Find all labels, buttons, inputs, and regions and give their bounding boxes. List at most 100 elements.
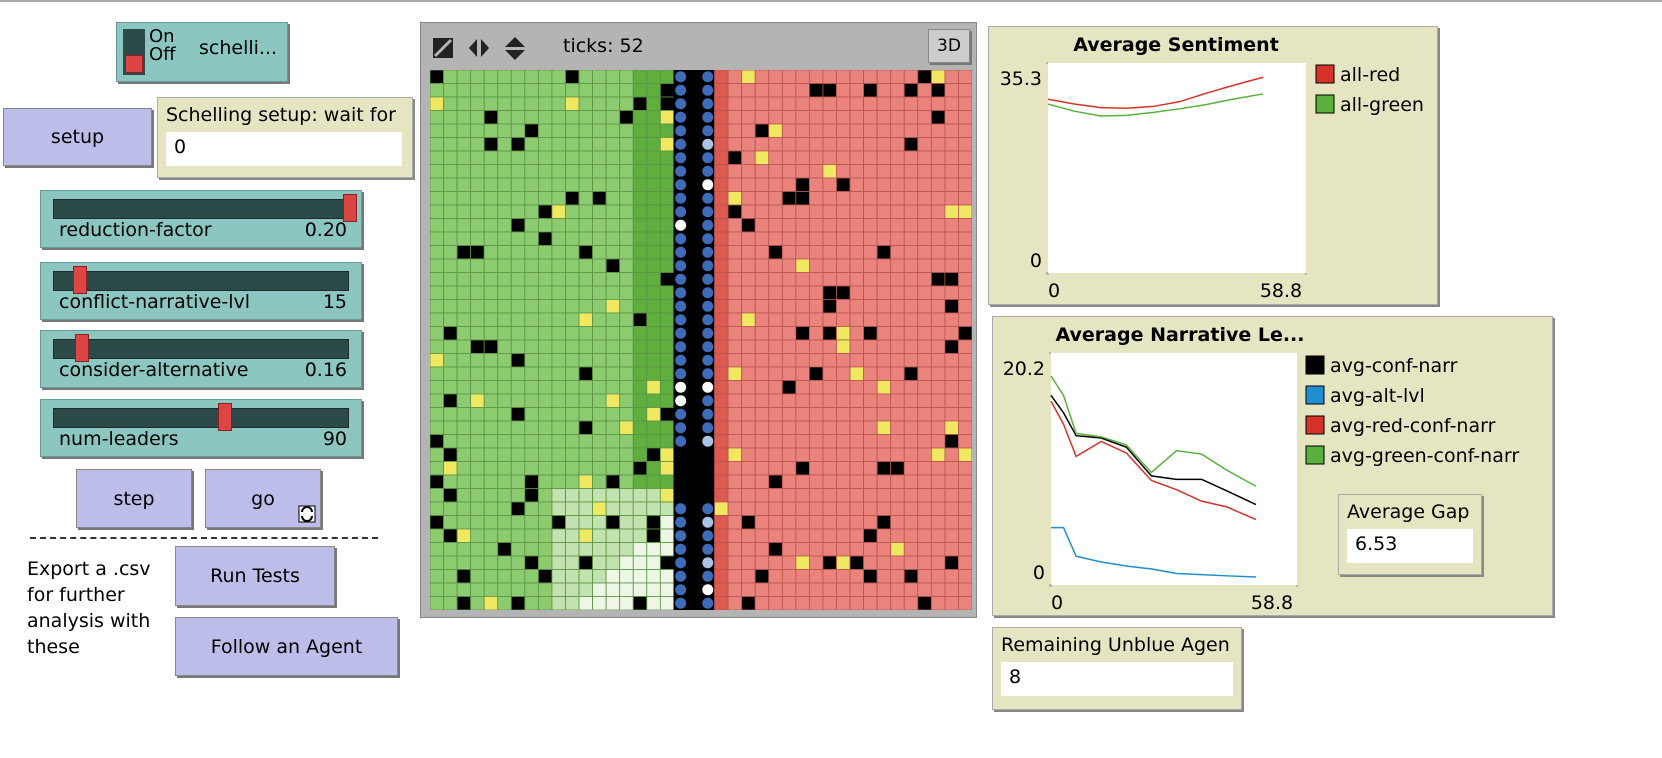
patch <box>863 461 878 476</box>
follow-button[interactable]: Follow an Agent <box>175 617 398 676</box>
patch <box>727 110 743 125</box>
patch <box>565 501 580 516</box>
patch <box>741 542 756 557</box>
patch <box>430 96 444 111</box>
patch <box>430 447 444 462</box>
run-tests-button[interactable]: Run Tests <box>175 546 335 606</box>
agent <box>675 260 687 272</box>
patch <box>727 326 743 341</box>
patch <box>430 474 444 489</box>
slider-knob <box>218 403 232 431</box>
patch <box>443 434 458 449</box>
patch <box>849 191 864 206</box>
patch <box>917 258 932 273</box>
setup-button[interactable]: setup <box>3 108 152 166</box>
patch <box>470 191 485 206</box>
patch <box>578 447 594 462</box>
monitor-value: 0 <box>166 132 402 166</box>
x-tick-label: 58.8 <box>1260 280 1302 302</box>
patch <box>700 447 715 462</box>
patch <box>430 501 444 516</box>
patch <box>863 596 878 610</box>
patch <box>456 258 472 273</box>
slider[interactable]: consider-alternative 0.16 <box>40 330 362 388</box>
patch <box>754 420 770 435</box>
patch <box>822 218 837 233</box>
patch <box>958 339 972 354</box>
patch <box>903 123 919 138</box>
patch <box>659 461 675 476</box>
patch <box>903 542 919 557</box>
patch <box>958 528 972 543</box>
patch <box>714 70 729 84</box>
patch <box>836 231 851 246</box>
patch <box>659 164 675 179</box>
patch <box>430 353 444 368</box>
slider[interactable]: conflict-narrative-lvl 15 <box>40 262 362 320</box>
patch <box>578 150 594 165</box>
patch <box>551 110 566 125</box>
patch <box>714 110 729 125</box>
patch <box>470 272 485 287</box>
switch[interactable]: On Off schelli... <box>116 22 288 82</box>
slider[interactable]: reduction-factor 0.20 <box>40 190 362 248</box>
patch <box>795 272 810 287</box>
patch <box>863 434 878 449</box>
patch <box>768 582 783 597</box>
patch <box>497 447 512 462</box>
patch <box>687 177 702 192</box>
patch <box>714 150 729 165</box>
slider[interactable]: num-leaders 90 <box>40 399 362 457</box>
x-tick-label: 0 <box>1051 592 1063 614</box>
patch <box>565 542 580 557</box>
patch <box>822 123 837 138</box>
agent <box>702 597 714 609</box>
patch <box>646 70 661 84</box>
patch <box>768 70 783 84</box>
agent <box>675 314 687 326</box>
patch <box>456 515 472 530</box>
patch <box>808 366 824 381</box>
patch <box>849 393 864 408</box>
patch <box>741 204 756 219</box>
patch <box>795 245 810 260</box>
patch <box>768 353 783 368</box>
patch <box>430 258 444 273</box>
patch <box>497 326 512 341</box>
patch <box>470 366 485 381</box>
patch <box>714 501 729 516</box>
patch <box>822 474 837 489</box>
patch <box>565 407 580 422</box>
patch <box>430 515 444 530</box>
patch <box>456 582 472 597</box>
patch <box>632 434 648 449</box>
patch <box>795 542 810 557</box>
step-button[interactable]: step <box>76 469 192 528</box>
patch <box>483 272 499 287</box>
patch <box>754 339 770 354</box>
patch <box>754 150 770 165</box>
patch <box>808 272 824 287</box>
patch <box>646 218 661 233</box>
patch <box>510 245 526 260</box>
go-button[interactable]: go <box>205 469 321 528</box>
3d-button[interactable]: 3D <box>928 29 970 63</box>
patch <box>551 434 566 449</box>
agent <box>675 84 687 96</box>
patch <box>768 434 783 449</box>
patch <box>836 569 851 584</box>
patch <box>754 177 770 192</box>
patch <box>795 110 810 125</box>
y-tick-label: 35.3 <box>1000 68 1042 90</box>
patch <box>510 96 526 111</box>
patch <box>876 299 892 314</box>
patch <box>727 515 743 530</box>
agent <box>675 354 687 366</box>
patch <box>863 191 878 206</box>
patch <box>605 123 621 138</box>
patch <box>605 326 621 341</box>
patch <box>510 380 526 395</box>
patch <box>632 420 648 435</box>
patch <box>483 231 499 246</box>
